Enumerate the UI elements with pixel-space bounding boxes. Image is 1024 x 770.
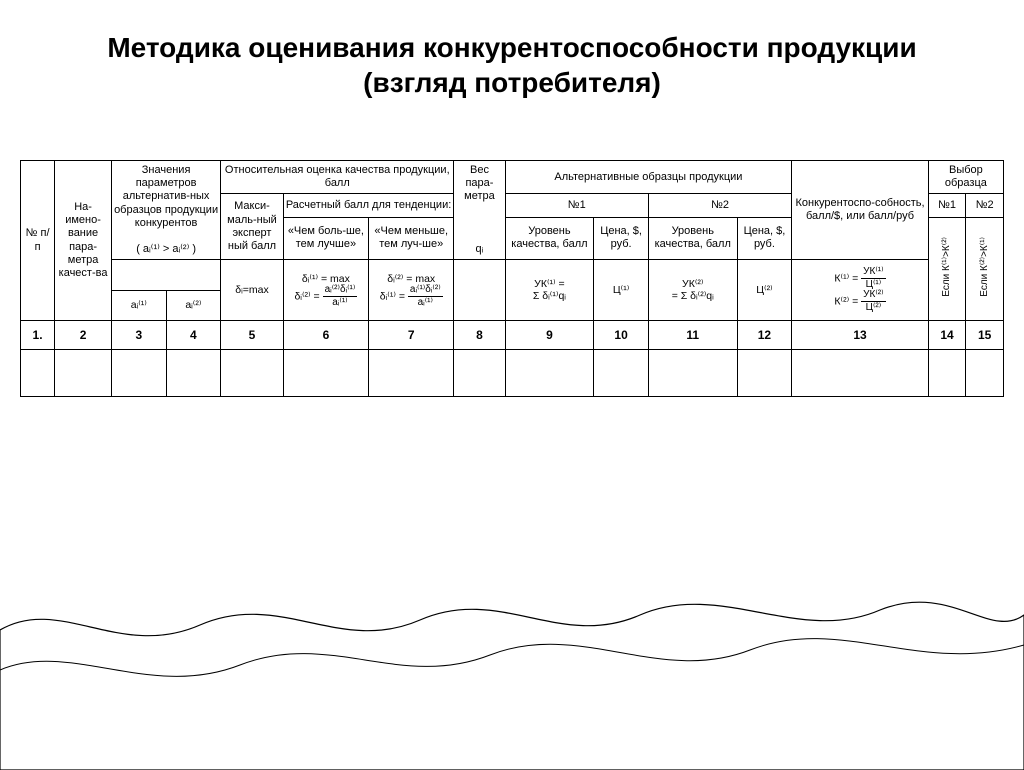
formula-uk1: УК⁽¹⁾ = Σ δᵢ⁽¹⁾qᵢ [505,260,594,321]
col-values-cond: ( aᵢ⁽¹⁾ > aᵢ⁽²⁾ ) [136,243,196,255]
colnum-2: 2 [55,321,112,350]
blank-14 [928,350,966,397]
col-weight-sym: qᵢ [476,243,484,255]
col-n2-price: Цена, $, руб. [737,217,792,260]
col-choice-n1: №1 [928,194,966,217]
col-choice-n2-cond: Если К⁽²⁾>К⁽¹⁾ [966,217,1004,321]
colnum-6: 6 [283,321,368,350]
cell-weight-blank [454,260,505,321]
col-choice-n1-cond: Если К⁽¹⁾>К⁽²⁾ [928,217,966,321]
blank-9 [505,350,594,397]
colnum-7: 7 [369,321,454,350]
f11-top: УК⁽²⁾ [682,278,703,290]
blank-6 [283,350,368,397]
cell-a1: aᵢ⁽¹⁾ [112,290,166,320]
colnum-14: 14 [928,321,966,350]
colnum-4: 4 [166,321,221,350]
f6-lhs: δᵢ⁽²⁾ = [294,290,319,302]
col-choice-n2: №2 [966,194,1004,217]
f7-lhs: δᵢ⁽¹⁾ = [380,290,405,302]
col-choice: Выбор образца [928,161,1003,194]
formula-more: δᵢ⁽¹⁾ = max δᵢ⁽²⁾ = aᵢ⁽²⁾δᵢ⁽¹⁾aᵢ⁽¹⁾ [283,260,368,321]
colnum-13: 13 [792,321,929,350]
f7-num: aᵢ⁽¹⁾δᵢ⁽²⁾ [408,285,443,297]
col-alt-samples: Альтернативные образцы продукции [505,161,792,194]
col-weight-label: Вес пара-метра [464,164,495,202]
colnum-8: 8 [454,321,505,350]
blank-3 [112,350,167,397]
f13a-lhs: К⁽¹⁾ = [834,273,858,285]
f7-den: aᵢ⁽¹⁾ [408,297,443,308]
blank-10 [594,350,649,397]
blank-12 [737,350,792,397]
col-n2: №2 [648,194,791,217]
methodology-table: № п/п На-имено-вание пара-метра качест-в… [20,160,1004,397]
col-n1-price: Цена, $, руб. [594,217,649,260]
cell-a2: aᵢ⁽²⁾ [166,290,220,320]
f13b-lhs: К⁽²⁾ = [834,296,858,308]
col-more-better: «Чем боль-ше, тем лучше» [283,217,368,260]
blank-13 [792,350,929,397]
col-rel-score: Относительная оценка качества продукции,… [221,161,454,194]
colnum-15: 15 [966,321,1004,350]
f7-top: δᵢ⁽²⁾ = max [387,273,435,285]
page-title: Методика оценивания конкурентоспособност… [0,0,1024,110]
col-values: Значения параметров альтернатив-ных обра… [112,161,221,260]
col-n1-qual: Уровень качества, балл [505,217,594,260]
blank-1 [21,350,55,397]
f13b-den: Ц⁽²⁾ [861,302,885,313]
col-npp: № п/п [21,161,55,321]
blank-7 [369,350,454,397]
f13b-num: УК⁽²⁾ [861,290,885,302]
f11-sum: = Σ δᵢ⁽²⁾qᵢ [672,290,714,302]
col-weight: Вес пара-метра qᵢ [454,161,505,260]
colnum-1: 1. [21,321,55,350]
f13a-num: УК⁽¹⁾ [861,267,885,279]
colnum-5: 5 [221,321,284,350]
formula-less: δᵢ⁽²⁾ = max δᵢ⁽¹⁾ = aᵢ⁽¹⁾δᵢ⁽²⁾aᵢ⁽¹⁾ [369,260,454,321]
blank-15 [966,350,1004,397]
col-n2-qual: Уровень качества, балл [648,217,737,260]
blank-8 [454,350,505,397]
f6-den: aᵢ⁽¹⁾ [323,297,358,308]
col-calc-ball: Расчетный балл для тенденции: [283,194,454,217]
colnum-10: 10 [594,321,649,350]
formula-price2: Ц⁽²⁾ [737,260,792,321]
formula-uk2: УК⁽²⁾ = Σ δᵢ⁽²⁾qᵢ [648,260,737,321]
choice-n1-rot: Если К⁽¹⁾>К⁽²⁾ [941,237,953,297]
f9-top: УК⁽¹⁾ = [534,278,565,290]
blank-5 [221,350,284,397]
choice-n2-rot: Если К⁽²⁾>К⁽¹⁾ [979,237,991,297]
f6-num: aᵢ⁽²⁾δᵢ⁽¹⁾ [323,285,358,297]
col-n1: №1 [505,194,648,217]
f9-sum: Σ δᵢ⁽¹⁾qᵢ [533,290,566,302]
col-param-name: На-имено-вание пара-метра качест-ва [55,161,112,321]
blank-4 [166,350,221,397]
blank-2 [55,350,112,397]
blank-11 [648,350,737,397]
colnum-12: 12 [737,321,792,350]
torn-edge [0,590,1024,770]
formula-price1: Ц⁽¹⁾ [594,260,649,321]
colnum-11: 11 [648,321,737,350]
formula-k: К⁽¹⁾ = УК⁽¹⁾Ц⁽¹⁾ К⁽²⁾ = УК⁽²⁾Ц⁽²⁾ [792,260,929,321]
col-less-better: «Чем меньше, тем луч-ше» [369,217,454,260]
col-max-expert: Макси-маль-ный эксперт ный балл [221,194,284,260]
col-competitiveness: Конкурентоспо-собность, балл/$, или балл… [792,161,929,260]
colnum-9: 9 [505,321,594,350]
f6-top: δᵢ⁽¹⁾ = max [302,273,350,285]
col-values-label: Значения параметров альтернатив-ных обра… [114,164,218,229]
formula-delta-max: δᵢ=max [221,260,284,321]
colnum-3: 3 [112,321,167,350]
